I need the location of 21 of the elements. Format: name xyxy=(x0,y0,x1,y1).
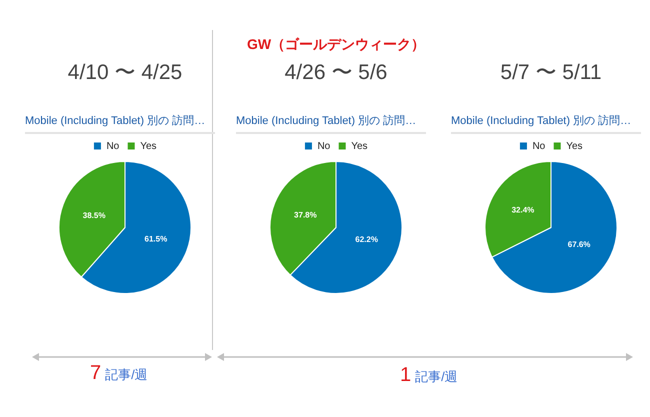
legend-label: No xyxy=(532,140,546,152)
text: 7 記事/週 xyxy=(90,362,148,385)
data-label: 38.5% xyxy=(82,211,106,220)
legend-label: Yes xyxy=(566,140,583,152)
chart-title: 4/10 〜 4/25 xyxy=(66,60,184,86)
legend-label: Yes xyxy=(351,140,368,152)
data-label: 32.4% xyxy=(512,205,534,214)
legend-label: No xyxy=(317,140,331,152)
text: GW（ゴールデンウィーク） xyxy=(246,36,426,54)
chart-subtitle: Mobile (Including Tablet) 別の 訪問… xyxy=(25,113,215,134)
chart-title: 5/7 〜 5/11 xyxy=(499,60,603,86)
data-label: 67.6% xyxy=(568,240,590,250)
data-label: 61.5% xyxy=(144,234,168,244)
legend-label: No xyxy=(106,140,120,152)
chart-subtitle: Mobile (Including Tablet) 別の 訪問… xyxy=(236,113,426,134)
chart-subtitle: Mobile (Including Tablet) 別の 訪問… xyxy=(451,113,641,134)
chart-title: 4/26 〜 5/6 xyxy=(284,60,388,86)
legend-label: Yes xyxy=(140,140,157,152)
text: 1 記事/週 xyxy=(400,364,458,387)
data-label: 62.2% xyxy=(355,235,378,244)
data-label: 37.8% xyxy=(294,210,317,220)
